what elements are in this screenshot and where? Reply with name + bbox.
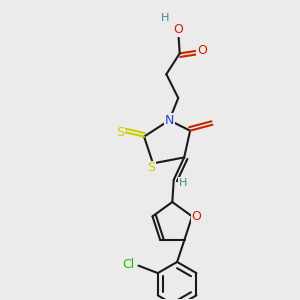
Text: S: S	[148, 161, 155, 174]
Text: S: S	[116, 126, 124, 139]
Text: O: O	[192, 210, 202, 223]
Text: O: O	[197, 44, 207, 57]
Text: Cl: Cl	[122, 258, 134, 271]
Text: O: O	[173, 23, 183, 36]
Text: H: H	[178, 178, 187, 188]
Text: N: N	[165, 114, 174, 127]
Text: H: H	[161, 13, 169, 23]
